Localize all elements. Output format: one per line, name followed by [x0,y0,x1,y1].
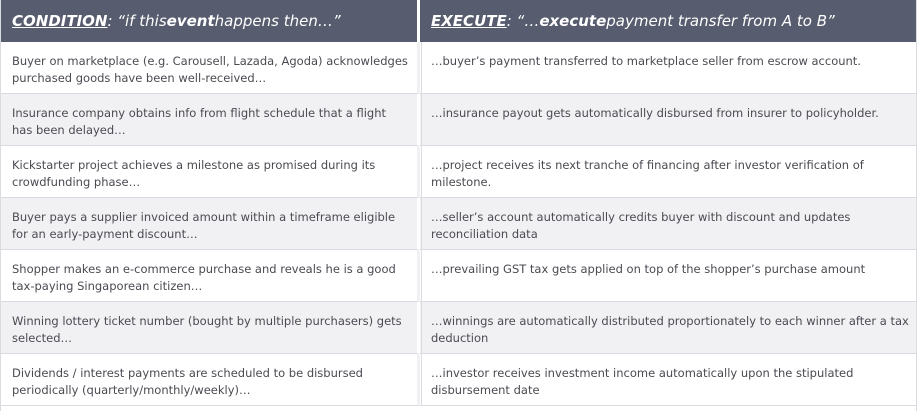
execute-cell: …investor receives investment income aut… [420,354,917,406]
execute-cell: …buyer’s payment transferred to marketpl… [420,42,917,94]
condition-cell: Winning lottery ticket number (bought by… [0,302,420,354]
condition-header-emphasis: event [166,12,215,30]
condition-cell: Buyer pays a supplier invoiced amount wi… [0,198,420,250]
execute-cell: …insurance payout gets automatically dis… [420,94,917,146]
execute-cell: …winnings are automatically distributed … [420,302,917,354]
condition-cell: Buyer on marketplace (e.g. Carousell, La… [0,42,420,94]
condition-keyword: CONDITION [12,12,108,30]
condition-cell: Insurance company obtains info from flig… [0,94,420,146]
condition-column-header: CONDITION: “if this event happens then…” [0,0,420,42]
column-divider [421,42,422,406]
execute-header-text-1: : “… [506,12,540,30]
execute-column-header: EXECUTE: “… execute payment transfer from… [420,0,917,42]
condition-cell: Dividends / interest payments are schedu… [0,354,420,406]
execute-cell: …seller’s account automatically credits … [420,198,917,250]
execute-cell: …project receives its next tranche of fi… [420,146,917,198]
execute-cell: …prevailing GST tax gets applied on top … [420,250,917,302]
execute-header-emphasis: execute [539,12,607,30]
condition-cell: Kickstarter project achieves a milestone… [0,146,420,198]
execute-header-text-2: payment transfer from A to B” [606,12,835,30]
condition-header-text-2: happens then…” [214,12,341,30]
condition-header-text-1: : “if this [107,12,167,30]
condition-cell: Shopper makes an e-commerce purchase and… [0,250,420,302]
execute-keyword: EXECUTE [431,12,507,30]
